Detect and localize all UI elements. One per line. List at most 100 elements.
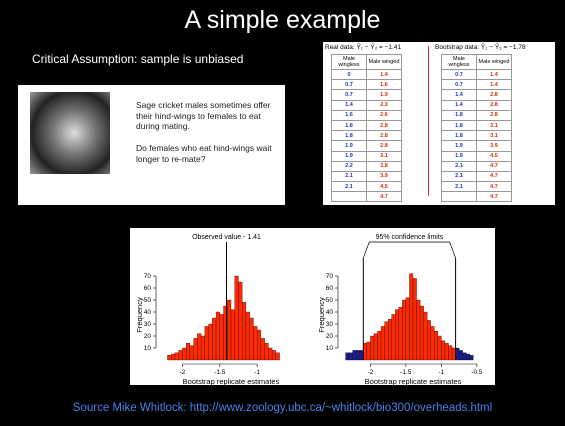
y-tick-label: 10 (326, 345, 334, 352)
table-cell: 0 (331, 68, 367, 81)
bar (193, 338, 198, 361)
x-tick-label: -0.5 (471, 369, 483, 376)
table-row: 0 1.4 (331, 68, 402, 81)
bar (242, 302, 247, 361)
tables-panel: Real data: Ȳ₁ − Ȳ₂ = −1.41 Male wingless M… (323, 42, 555, 205)
bar (174, 352, 179, 361)
bar (260, 338, 265, 361)
caption-statistic: Ȳ₁ − Ȳ₂ = −1.78 (480, 44, 526, 51)
photo-panel: Sage cricket males sometimes offer their… (18, 85, 285, 205)
bar (189, 345, 194, 361)
table-caption: Real data: Ȳ₁ − Ȳ₂ = −1.41 (325, 44, 433, 51)
x-axis-label: Bootstrap replicate estimates (183, 377, 280, 385)
table-cell: 1.8 (441, 119, 477, 132)
table-row: 1.8 2.8 (331, 119, 402, 132)
source: Source Mike Whitlock: http://www.zoology… (72, 402, 493, 414)
table-cell: 1.8 (441, 130, 477, 142)
table-cell: 3.1 (366, 150, 402, 162)
cricket-photo (30, 92, 110, 174)
bar (469, 355, 474, 361)
table-row: 4.7 (331, 191, 402, 203)
photo-text: Do females who eat hind-wings wait longe… (136, 143, 272, 164)
y-axis-label: Frequency (135, 297, 144, 333)
table-cell: 2.6 (366, 109, 402, 121)
assumption: Critical Assumption: sample is unbiased (32, 52, 244, 66)
column-header: Male winged (476, 54, 512, 70)
bar (348, 352, 353, 361)
bar (395, 309, 399, 361)
bar (219, 314, 224, 361)
bar (167, 355, 172, 361)
table-cell: 2.1 (441, 160, 477, 172)
table-cell: 4.5 (366, 181, 402, 193)
charts-panel: 10 20 30 40 50 60 70 -2 -1.5 -1 Bootstrap replicat… (130, 228, 495, 385)
table-cell: 4.7 (476, 181, 512, 193)
table-row: 1.4 2.8 (441, 99, 512, 111)
table-caption: Bootstrap data: Ȳ₁ − Ȳ₂ = −1.78 (435, 44, 543, 51)
bar (419, 305, 424, 361)
column-header: Male wingless (331, 54, 367, 70)
table-cell: 1.4 (331, 99, 367, 111)
table-cell: 4.5 (476, 150, 512, 162)
table-row: 0.7 1.9 (331, 89, 402, 101)
y-tick-label: 30 (326, 321, 334, 328)
bar (434, 331, 439, 361)
bar (416, 299, 421, 361)
table-cell: 2.1 (441, 181, 477, 193)
caption-label: Real data: (325, 44, 355, 51)
table-cell: 1.4 (476, 68, 512, 81)
data-table: Male wingless Male winged 0.7 1.4 0.7 1.4 1.4 2… (441, 54, 512, 203)
bar (264, 343, 269, 361)
x-tick-label: -2 (368, 369, 374, 376)
table-cell: 1.9 (441, 150, 477, 162)
bar (257, 329, 262, 361)
bar (204, 326, 209, 361)
table-row: 1.9 2.8 (331, 140, 402, 152)
table-cell: 2.3 (366, 99, 402, 111)
photo-text: Sage cricket males sometimes offer their… (136, 100, 271, 132)
table-cell: 2.8 (366, 119, 402, 132)
bar (345, 352, 350, 361)
y-tick-label: 60 (326, 285, 334, 292)
table-cell: 1.4 (366, 68, 402, 81)
bar (466, 353, 470, 361)
bar (182, 347, 187, 361)
table-row: 0.7 1.6 (331, 79, 402, 91)
bar (441, 340, 446, 361)
table-row: 1.4 2.8 (441, 89, 512, 101)
y-tick-label: 20 (326, 333, 334, 340)
data-table: Male wingless Male winged 0 1.4 0.7 1.6 0.7 1.9… (331, 54, 402, 203)
bar (423, 311, 428, 361)
bar (275, 352, 280, 361)
table-cell: 1.9 (331, 140, 367, 152)
table-row: 1.9 4.5 (441, 150, 512, 162)
table-cell: 2.8 (476, 99, 512, 111)
table-cell: 2.1 (441, 170, 477, 183)
x-tick-label: -1 (439, 369, 445, 376)
table-cell: 4.7 (476, 191, 512, 203)
bar (391, 314, 396, 361)
bar (455, 347, 460, 361)
annotation: 95% confidence limits (376, 234, 444, 241)
bar (238, 281, 243, 361)
bar (212, 317, 217, 361)
table-cell: 1.6 (331, 109, 367, 121)
y-tick-label: 50 (144, 297, 152, 304)
table-cell (331, 191, 367, 203)
table-block: Real data: Ȳ₁ − Ȳ₂ = −1.41 Male wingless M… (325, 44, 433, 203)
table-cell: 2.1 (331, 181, 367, 193)
table-row: 0.7 1.4 (441, 79, 512, 91)
slide-title: A simple example (184, 6, 381, 34)
y-tick-label: 60 (144, 285, 152, 292)
table-cell: 2.8 (366, 130, 402, 142)
bar (405, 297, 410, 361)
x-axis-label: Bootstrap replicate estimates (365, 377, 462, 385)
table-row: 2.1 4.5 (331, 181, 402, 193)
table-cell: 3.8 (366, 160, 402, 172)
y-tick-label: 10 (144, 345, 152, 352)
bar (363, 343, 367, 361)
table-row: 2.1 4.7 (441, 170, 512, 183)
table-cell: 4.7 (476, 160, 512, 172)
table-cell: 1.4 (441, 99, 477, 111)
